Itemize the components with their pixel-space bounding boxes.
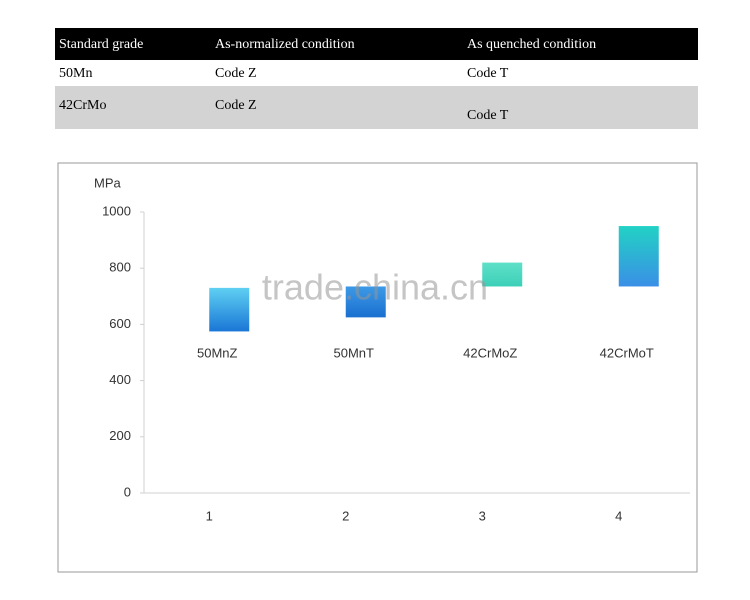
bar-label: 42CrMoT (600, 345, 654, 360)
y-axis-label: MPa (94, 175, 122, 190)
cell: Code T (467, 108, 509, 123)
y-tick-label: 600 (109, 316, 131, 331)
bar (345, 286, 386, 318)
chart-frame (57, 162, 698, 573)
y-tick-label: 0 (124, 484, 131, 499)
cell: 42CrMo (59, 98, 107, 113)
cell: 50Mn (59, 66, 93, 81)
y-tick-label: 1000 (102, 203, 131, 218)
x-tick-label: 1 (206, 508, 213, 523)
header-cell: As-normalized condition (215, 37, 355, 52)
header-cell: Standard grade (59, 37, 144, 52)
bar-label: 42CrMoZ (463, 345, 517, 360)
header-cell: As quenched condition (467, 37, 597, 52)
watermark: trade.china.cn (262, 267, 488, 308)
table-row: 42CrMo Code Z Code T (55, 86, 698, 129)
cell: Code T (467, 66, 509, 81)
bar (618, 226, 659, 287)
grade-table: Standard grade As-normalized condition A… (55, 28, 698, 129)
y-tick-label: 800 (109, 260, 131, 275)
cell: Code Z (215, 98, 257, 113)
x-tick-label: 4 (615, 508, 622, 523)
x-tick-label: 2 (342, 508, 349, 523)
bar (209, 287, 250, 332)
y-tick-label: 400 (109, 372, 131, 387)
y-tick-label: 200 (109, 428, 131, 443)
bar-label: 50MnT (334, 345, 375, 360)
cell: Code Z (215, 66, 257, 81)
bar (482, 262, 523, 287)
bar-label: 50MnZ (197, 345, 238, 360)
table-header: Standard grade As-normalized condition A… (55, 28, 698, 60)
x-tick-label: 3 (479, 508, 486, 523)
table-row: 50Mn Code Z Code T (55, 60, 698, 86)
